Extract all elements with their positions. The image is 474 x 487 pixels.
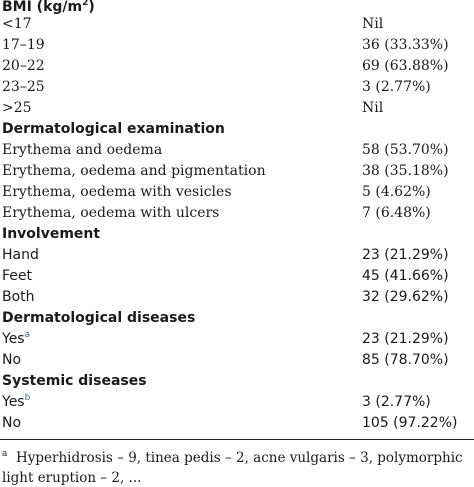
table-row: Erythema and oedema 58 (53.70%) (0, 140, 474, 161)
row-value: Nil (362, 16, 384, 32)
footnote-ref-b[interactable]: b (24, 393, 31, 403)
footnote-marker: a (2, 449, 8, 459)
section-heading-involvement: Involvement (2, 226, 101, 242)
section-heading-systemic-diseases: Systemic diseases (2, 373, 147, 389)
row-value: 23 (21.29%) (362, 331, 449, 347)
row-value: 23 (21.29%) (362, 247, 449, 263)
row-label: 20–22 (2, 58, 45, 74)
row-value: 45 (41.66%) (362, 268, 449, 284)
row-label: >25 (2, 100, 32, 116)
table-row: 20–22 69 (63.88%) (0, 56, 474, 77)
row-label: Hand (2, 247, 39, 263)
table-row: Erythema, oedema and pigmentation 38 (35.… (0, 161, 474, 182)
table-row: No 105 (97.22%) (0, 413, 474, 434)
table-row: Yesb 3 (2.77%) (0, 392, 474, 413)
data-table: BMI (kg/m2) <17 Nil 17–19 36 (33.33%) 20–2… (0, 0, 474, 434)
row-label: No (2, 415, 22, 431)
table-row: 17–19 36 (33.33%) (0, 35, 474, 56)
row-label: No (2, 352, 22, 368)
table-row: <17 Nil (0, 14, 474, 35)
row-value: 105 (97.22%) (362, 415, 458, 431)
table-row: >25 Nil (0, 98, 474, 119)
row-value: 3 (2.77%) (362, 79, 431, 95)
table-row: Erythema, oedema with vesicles 5 (4.62%) (0, 182, 474, 203)
row-label: Erythema and oedema (2, 142, 163, 158)
row-value: Nil (362, 100, 384, 116)
row-value: 32 (29.62%) (362, 289, 449, 305)
row-label: <17 (2, 16, 32, 32)
row-label: 17–19 (2, 37, 45, 53)
table-row: No 85 (78.70%) (0, 350, 474, 371)
table-row: 23–25 3 (2.77%) (0, 77, 474, 98)
row-value: 36 (33.33%) (362, 37, 449, 53)
row-value: 85 (78.70%) (362, 352, 449, 368)
row-label: Yesb (2, 393, 31, 411)
row-value: 3 (2.77%) (362, 394, 431, 410)
section-heading-dermatological-examination: Dermatological examination (2, 121, 225, 137)
row-value: 58 (53.70%) (362, 142, 449, 158)
row-value: 7 (6.48%) (362, 205, 431, 221)
row-value: 5 (4.62%) (362, 184, 431, 200)
table-row: Yesa 23 (21.29%) (0, 329, 474, 350)
section-heading-bmi: BMI (kg/m2) (2, 0, 95, 15)
row-label: Erythema, oedema with ulcers (2, 205, 220, 221)
table-row: Erythema, oedema with ulcers 7 (6.48%) (0, 203, 474, 224)
row-value: 38 (35.18%) (362, 163, 449, 179)
row-label: Erythema, oedema with vesicles (2, 184, 232, 200)
row-value: 69 (63.88%) (362, 58, 449, 74)
table-footnote: a Hyperhidrosis – 9, tinea pedis – 2, ac… (0, 445, 474, 487)
footnote-ref-a[interactable]: a (24, 330, 31, 340)
footnote-continuation: light eruption – 2, ... (2, 470, 142, 486)
table-row: Feet 45 (41.66%) (0, 266, 474, 287)
row-label: Yesa (2, 330, 31, 348)
table-row: Both 32 (29.62%) (0, 287, 474, 308)
row-label: 23–25 (2, 79, 45, 95)
row-label: Feet (2, 268, 33, 284)
table-row: Hand 23 (21.29%) (0, 245, 474, 266)
row-label: Erythema, oedema and pigmentation (2, 163, 266, 179)
section-heading-dermatological-diseases: Dermatological diseases (2, 310, 196, 326)
row-label: Both (2, 289, 35, 305)
table-bottom-rule (0, 439, 474, 440)
footnote-text: Hyperhidrosis – 9, tinea pedis – 2, acne… (15, 450, 463, 466)
